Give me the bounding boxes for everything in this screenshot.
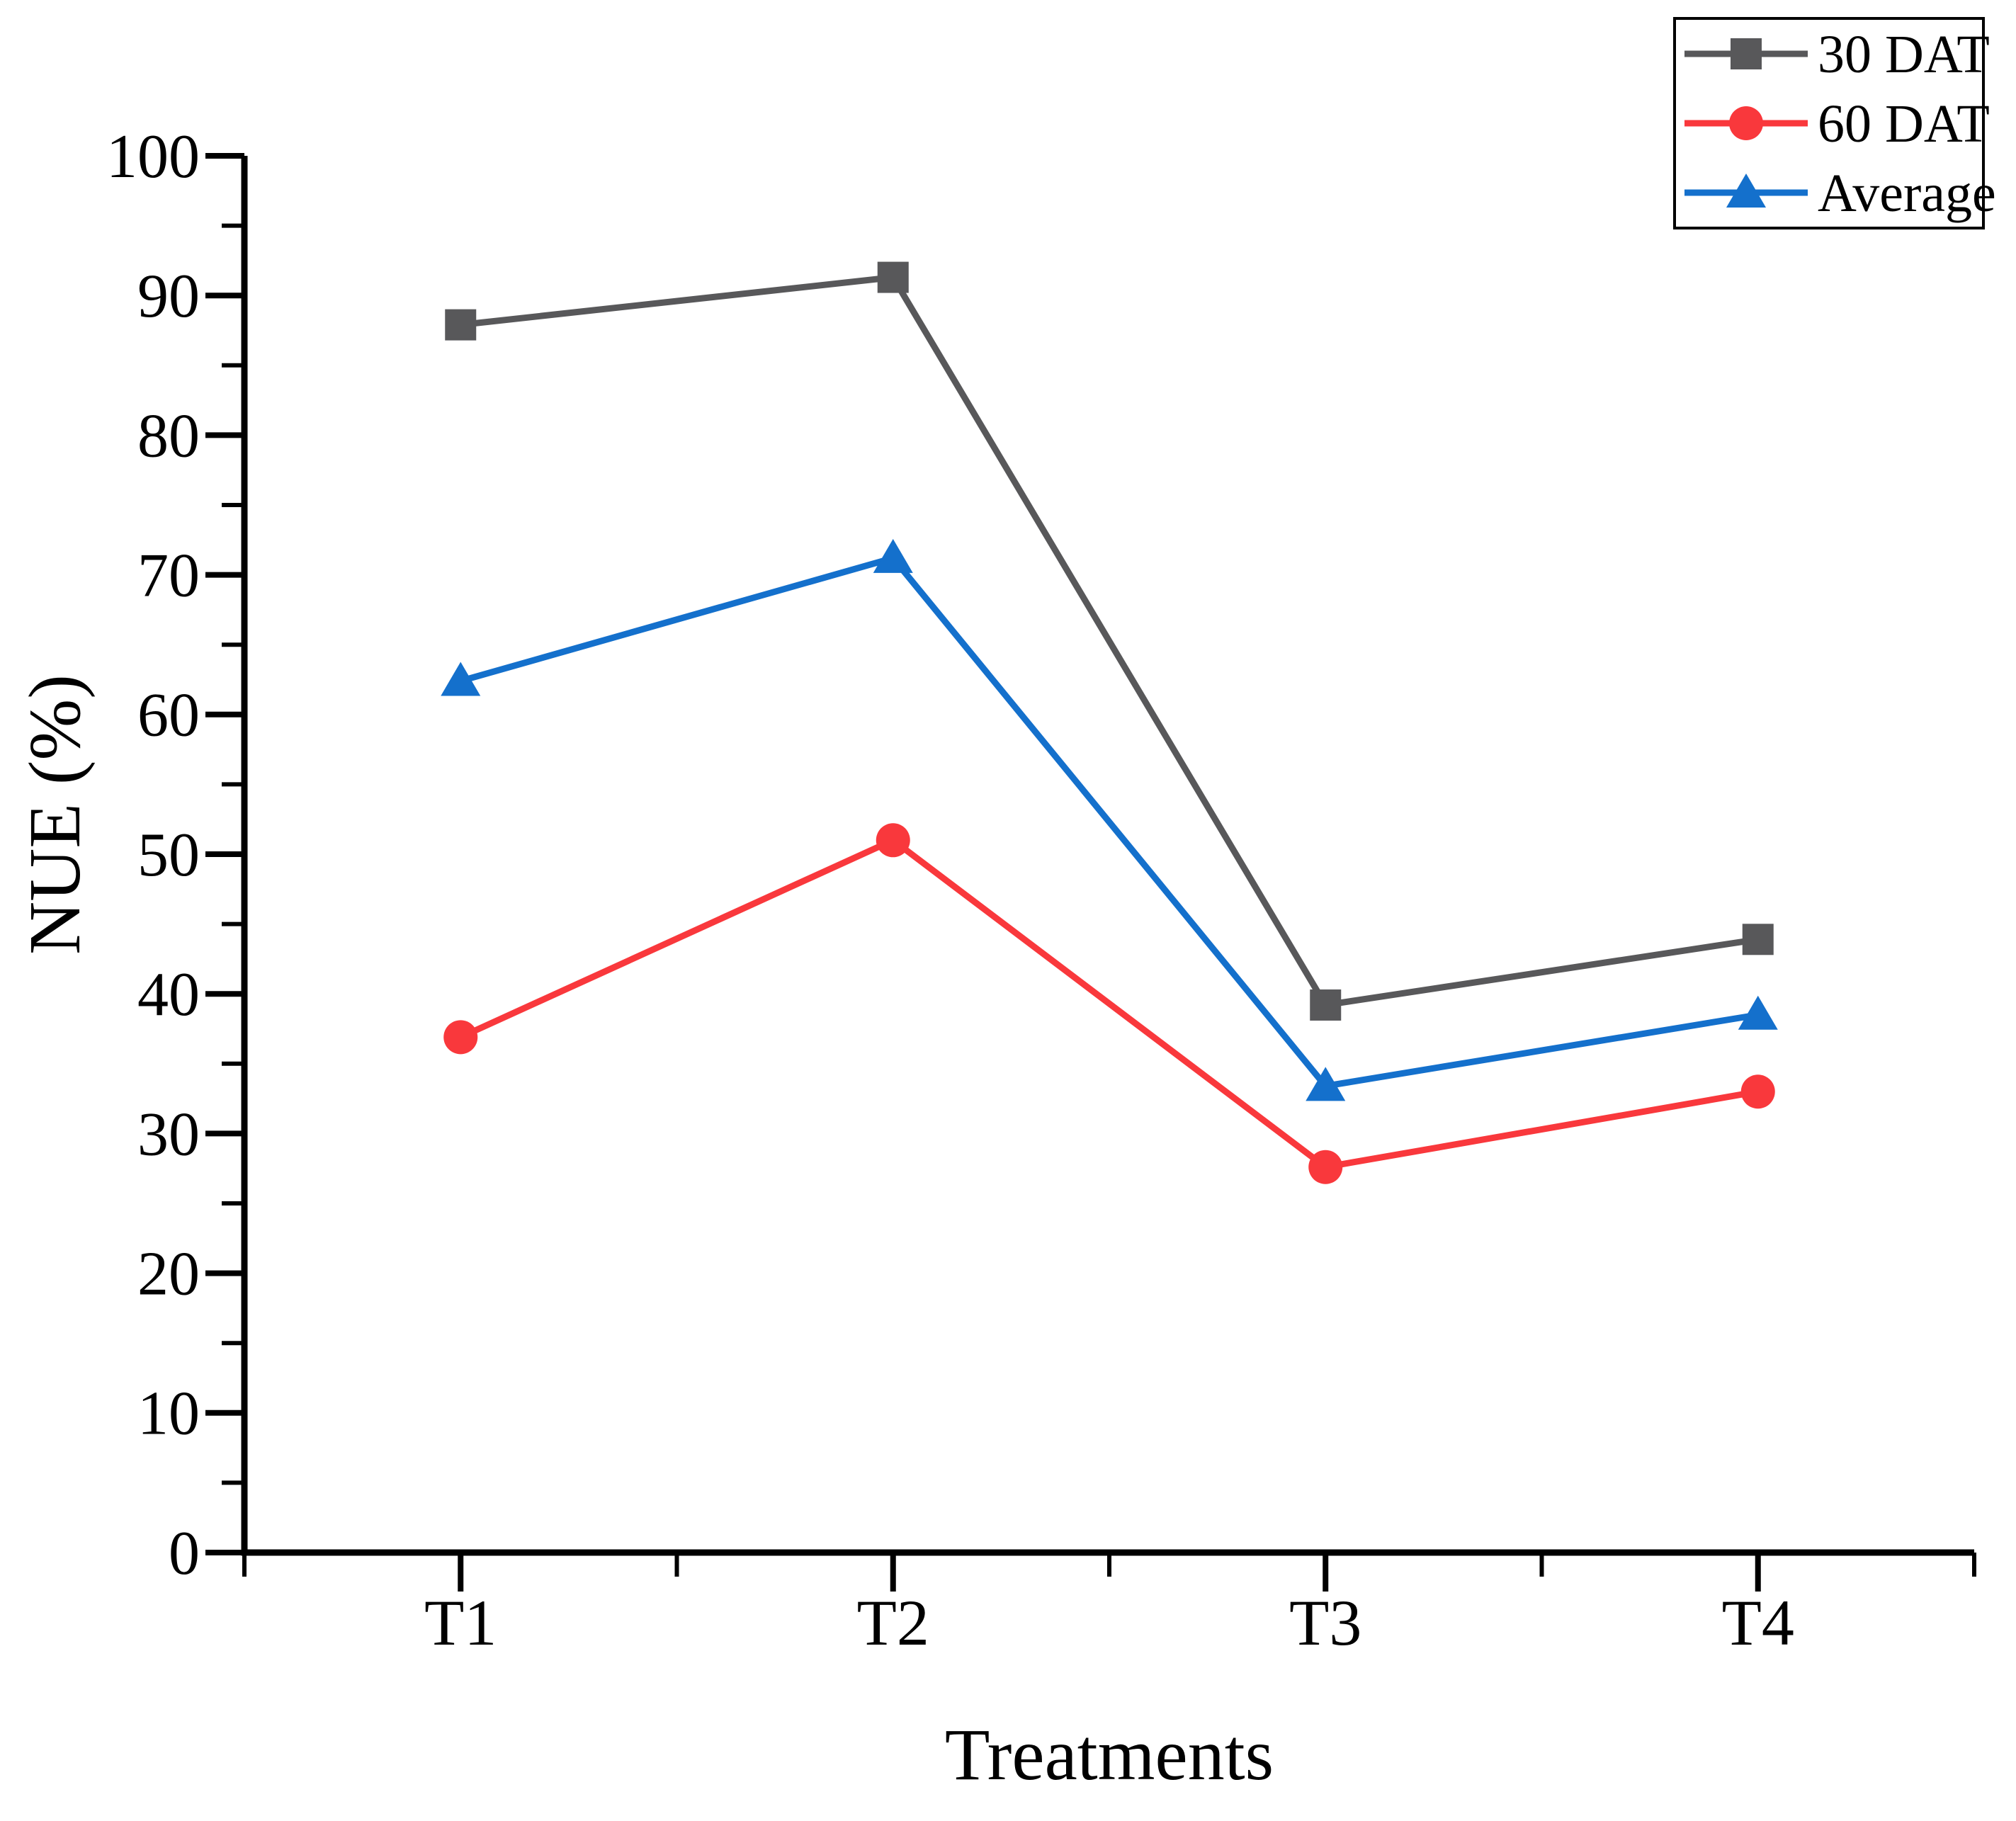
y-tick-label: 70 (137, 542, 200, 611)
legend-label: 60 DAT (1818, 94, 1990, 154)
series-average-marker-t4 (1738, 995, 1778, 1030)
y-tick-label: 40 (137, 960, 200, 1029)
series-30-dat-line (460, 273, 1759, 1009)
y-axis-title: NUE (%) (14, 674, 96, 955)
y-tick-label: 20 (137, 1240, 200, 1309)
series-30-dat-marker-t1 (445, 309, 477, 341)
y-axis-ticks: 0 10 20 30 40 50 60 70 80 90 100 (106, 123, 244, 1588)
y-tick-label: 90 (137, 262, 200, 331)
legend-item-60-dat: 60 DAT (1684, 94, 1990, 154)
series-average-line (460, 554, 1759, 1090)
x-axis-title: Treatments (945, 1714, 1274, 1796)
series-60-dat-marker-t4 (1740, 1074, 1775, 1109)
y-tick-label: 0 (169, 1519, 200, 1588)
legend-triangle-marker-icon (1726, 174, 1766, 208)
y-tick-label: 50 (137, 821, 200, 890)
series-60-dat-line (459, 836, 1759, 1171)
x-tick-label: T2 (857, 1587, 929, 1659)
y-tick-label: 10 (137, 1380, 200, 1448)
x-axis-ticks: T1 T2 T3 T4 (242, 1553, 1976, 1659)
legend: 30 DAT 60 DAT Average (1673, 17, 1996, 229)
series-30-dat-marker-t4 (1742, 924, 1774, 955)
series-average (441, 538, 1778, 1101)
y-tick-label: 100 (106, 123, 200, 191)
legend-label: Average (1818, 164, 1996, 223)
legend-item-average: Average (1684, 164, 1996, 223)
y-tick-label: 30 (137, 1100, 200, 1169)
legend-item-30-dat: 30 DAT (1684, 25, 1990, 84)
x-tick-label: T3 (1289, 1587, 1361, 1659)
series-average-marker-t3 (1306, 1067, 1346, 1101)
series-60-dat (443, 823, 1775, 1184)
series-60-dat-marker-t3 (1308, 1150, 1343, 1184)
x-tick-label: T4 (1722, 1587, 1794, 1659)
series-60-dat-marker-t2 (876, 823, 910, 858)
y-tick-label: 60 (137, 681, 200, 750)
y-tick-label: 80 (137, 402, 200, 470)
series-average-marker-t1 (441, 662, 481, 696)
x-tick-label: T1 (424, 1587, 497, 1659)
series-average-marker-t2 (873, 538, 913, 573)
series-30-dat-marker-t2 (877, 261, 909, 293)
legend-label: 30 DAT (1818, 25, 1990, 84)
series-60-dat-marker-t1 (443, 1020, 478, 1055)
legend-square-marker-icon (1731, 38, 1762, 69)
series-30-dat-marker-t3 (1310, 989, 1342, 1021)
series-30-dat (445, 261, 1774, 1021)
legend-circle-marker-icon (1729, 106, 1763, 140)
axes (241, 156, 1974, 1556)
axis-lines (241, 156, 1974, 1556)
